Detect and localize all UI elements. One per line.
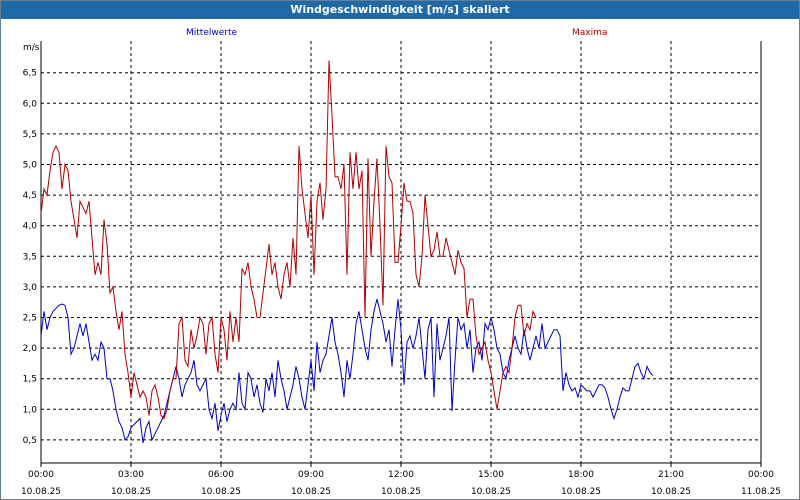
y-tick-label: 6,0 xyxy=(23,99,38,109)
x-tick-time-label: 15:00 xyxy=(478,470,504,480)
x-tick-time-label: 12:00 xyxy=(388,470,414,480)
grid-lines xyxy=(41,41,761,463)
legend-max-label: Maxima xyxy=(572,28,607,38)
y-tick-label: 2,5 xyxy=(23,314,37,324)
x-tick-time-label: 18:00 xyxy=(568,470,594,480)
legend-mean-label: Mittelwerte xyxy=(186,28,237,38)
x-tick-date-label: 10.08.25 xyxy=(201,487,241,497)
y-tick-label: 4,5 xyxy=(23,191,37,201)
x-tick-date-label: 10.08.25 xyxy=(561,487,601,497)
y-tick-label: 3,5 xyxy=(23,252,37,262)
x-tick-time-label: 09:00 xyxy=(298,470,324,480)
y-tick-label: 4,0 xyxy=(23,222,38,232)
x-tick-time-label: 00:00 xyxy=(28,470,54,480)
x-tick-date-label: 10.08.25 xyxy=(21,487,61,497)
x-tick-time-label: 00:00 xyxy=(748,470,774,480)
y-tick-label: 0,5 xyxy=(23,436,37,446)
x-tick-date-label: 10.08.25 xyxy=(651,487,691,497)
x-tick-time-label: 06:00 xyxy=(208,470,234,480)
y-tick-label: 3,0 xyxy=(23,283,38,293)
y-tick-label: 2,0 xyxy=(23,344,38,354)
series-line-mittelwerte xyxy=(40,298,654,444)
y-tick-label: 5,0 xyxy=(23,161,38,171)
series-line-maxima xyxy=(40,60,537,420)
axis-ticks: 0,5 1,0 1,5 2,0 2,5 3,0 3,5 4,0 4,5 5,0 5,5 6,0 6,5 0… xyxy=(21,69,781,497)
y-tick-label: 1,5 xyxy=(23,375,37,385)
x-tick-date-label: 10.08.25 xyxy=(111,487,151,497)
x-tick-date-label: 10.08.25 xyxy=(471,487,511,497)
x-tick-time-label: 21:00 xyxy=(658,470,684,480)
x-tick-date-label: 10.08.25 xyxy=(381,487,421,497)
y-tick-label: 1,0 xyxy=(23,405,38,415)
series-lines xyxy=(40,60,654,444)
y-axis-unit-label: m/s xyxy=(23,43,40,53)
y-tick-label: 6,5 xyxy=(23,69,37,79)
x-tick-date-label: 11.08.25 xyxy=(741,487,781,497)
x-tick-date-label: 10.08.25 xyxy=(291,487,331,497)
x-tick-time-label: 03:00 xyxy=(118,470,144,480)
y-tick-label: 5,5 xyxy=(23,130,37,140)
window-titlebar: Windgeschwindigkeit [m/s] skaliert xyxy=(1,1,799,19)
